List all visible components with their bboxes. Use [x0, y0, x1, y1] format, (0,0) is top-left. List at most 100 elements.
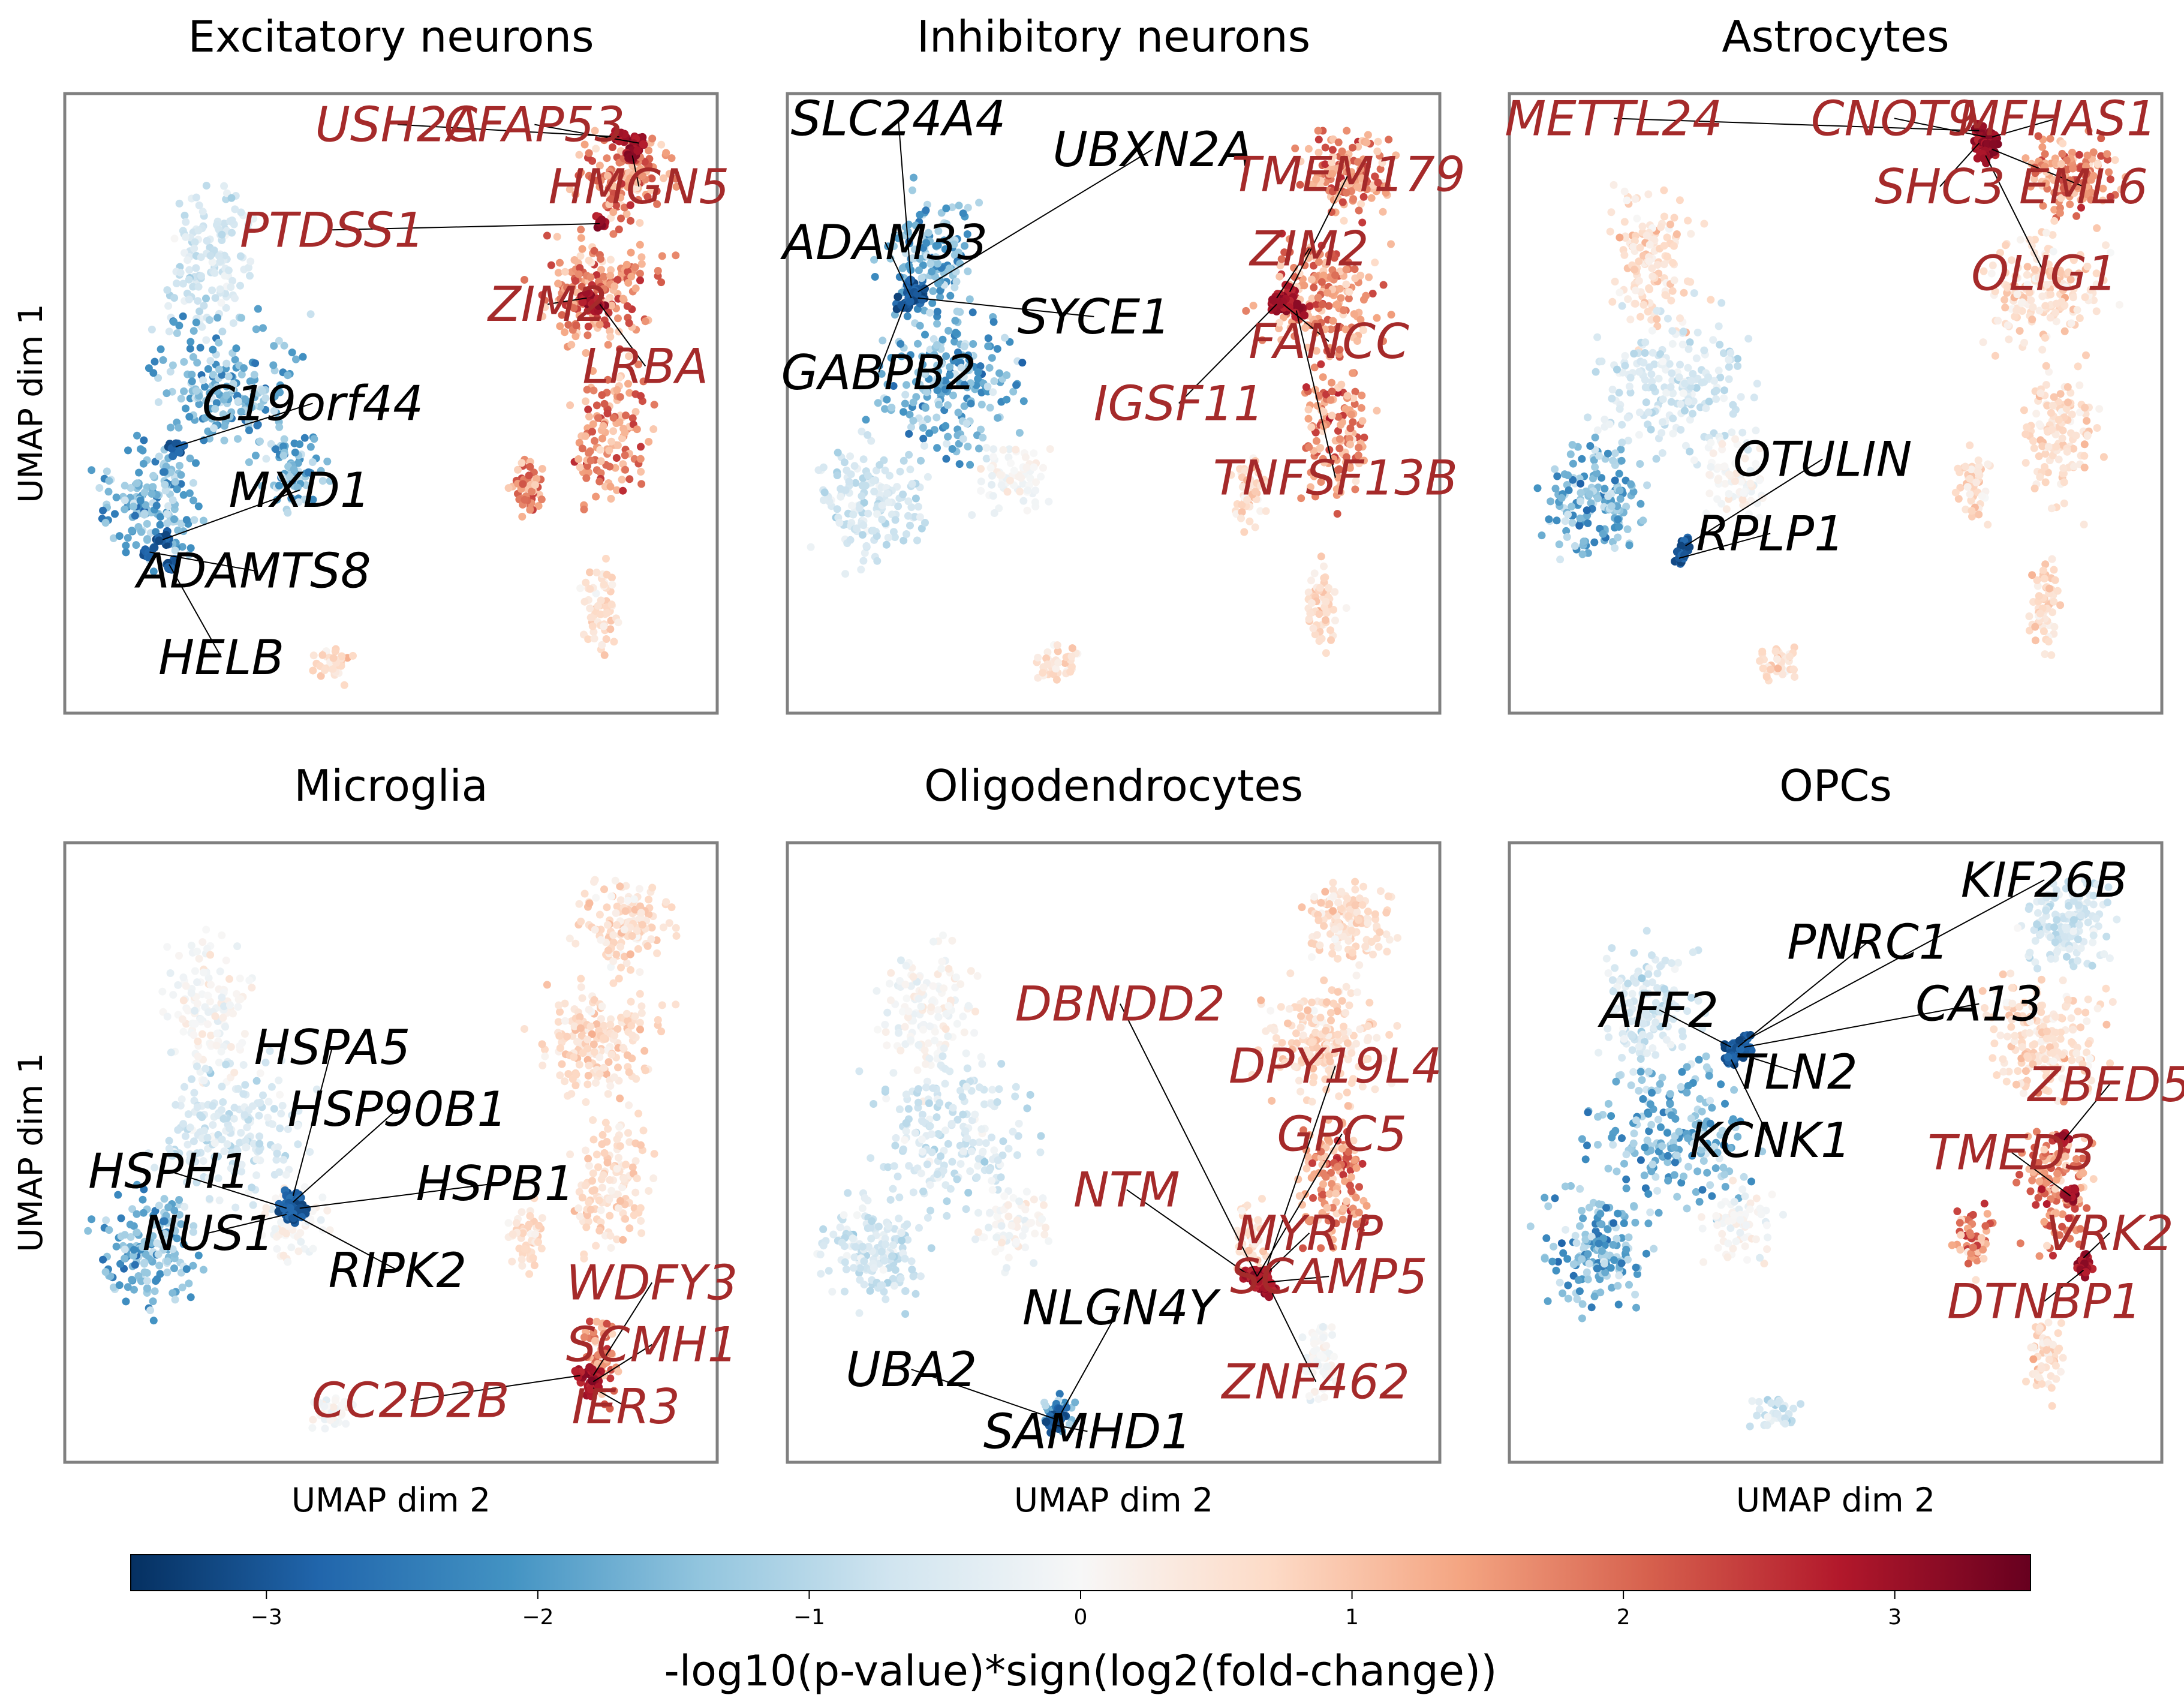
cell-point: [331, 647, 339, 656]
cell-point: [994, 414, 1002, 422]
cell-point: [1725, 489, 1733, 498]
cell-point: [230, 1104, 239, 1112]
cell-point: [848, 501, 856, 510]
cell-point: [906, 521, 914, 530]
cell-point: [2072, 431, 2080, 440]
leader-line: [332, 223, 600, 231]
cell-point: [1627, 480, 1635, 488]
cell-point: [518, 512, 527, 521]
cell-point: [1019, 497, 1028, 505]
cell-point: [156, 521, 164, 529]
cell-point: [276, 1090, 284, 1099]
cell-point: [291, 448, 299, 456]
cell-point: [1618, 438, 1626, 447]
cell-point: [570, 1053, 578, 1062]
cell-point: [631, 1188, 640, 1197]
cell-point: [1684, 363, 1692, 372]
cell-point: [1978, 492, 1986, 500]
cell-point: [637, 1002, 646, 1011]
cell-point: [615, 1123, 624, 1131]
cell-point: [585, 413, 593, 421]
cell-point: [233, 942, 242, 951]
cell-point: [165, 327, 173, 336]
cell-point: [1753, 380, 1761, 388]
cell-point: [124, 534, 132, 542]
cell-point: [607, 195, 615, 203]
cell-point: [598, 1183, 606, 1192]
cell-point: [645, 1187, 653, 1195]
cell-point: [908, 480, 916, 488]
cell-point: [1309, 624, 1317, 633]
cell-point: [601, 1119, 610, 1127]
cell-point: [640, 1047, 649, 1055]
cell-point: [586, 273, 595, 281]
cell-point: [166, 468, 175, 477]
cell-point: [584, 405, 592, 414]
scatter-points: [88, 127, 681, 689]
cell-point: [1635, 408, 1644, 417]
cell-point: [942, 455, 950, 463]
cell-point: [953, 307, 961, 315]
cell-point: [1675, 373, 1683, 381]
cell-point: [1591, 463, 1599, 471]
cell-point: [133, 479, 141, 488]
cell-point: [1740, 489, 1747, 497]
cell-point: [202, 294, 210, 303]
cell-point: [984, 334, 992, 342]
cell-point: [657, 278, 666, 287]
cell-point: [1576, 514, 1584, 522]
cell-point: [195, 201, 203, 209]
cell-point: [582, 397, 589, 405]
cell-point: [615, 374, 624, 382]
cell-point: [599, 422, 607, 430]
cell-point: [222, 303, 230, 312]
cell-point: [852, 524, 861, 533]
cell-point: [602, 554, 610, 563]
cell-point: [653, 949, 661, 957]
cell-point: [318, 651, 327, 659]
cell-point: [194, 226, 203, 235]
cell-point: [226, 1001, 234, 1009]
cell-point: [1720, 386, 1728, 395]
cell-point: [577, 975, 585, 983]
cell-point: [1641, 349, 1649, 357]
cell-point: [121, 505, 129, 513]
cell-point: [649, 1174, 658, 1182]
cell-point: [609, 208, 618, 217]
cell-point: [220, 422, 228, 430]
cell-point: [858, 482, 867, 490]
cell-point: [1346, 440, 1354, 449]
gene-label: LRBA: [582, 339, 708, 395]
cell-point: [1714, 322, 1723, 330]
cell-point: [275, 1168, 284, 1176]
cell-point: [1326, 626, 1334, 635]
cell-point: [1702, 404, 1710, 413]
cell-point: [191, 1006, 199, 1015]
panel-title: Excitatory neurons: [188, 11, 594, 62]
cell-point: [597, 469, 605, 477]
cell-point: [1654, 374, 1663, 383]
cell-point: [604, 946, 612, 955]
cell-point: [1547, 497, 1555, 506]
cell-point: [648, 175, 656, 183]
cell-point: [608, 581, 616, 589]
cell-point: [1598, 357, 1606, 365]
cell-point: [1346, 424, 1355, 432]
cell-point: [954, 408, 962, 417]
cell-point: [561, 1017, 569, 1025]
cell-point: [323, 457, 332, 465]
cell-point: [220, 220, 228, 228]
cell-point: [2029, 303, 2037, 311]
cell-point: [622, 260, 631, 269]
cell-point: [1030, 449, 1038, 458]
cell-point: [222, 1060, 230, 1069]
cell-point: [578, 444, 586, 453]
cell-point: [905, 262, 913, 270]
cell-point: [914, 368, 922, 377]
cell-point: [1268, 295, 1277, 304]
panel-title: Inhibitory neurons: [917, 11, 1310, 62]
cell-point: [588, 281, 596, 289]
cell-point: [139, 459, 148, 468]
cell-point: [622, 1161, 630, 1169]
cell-point: [1975, 510, 1983, 519]
